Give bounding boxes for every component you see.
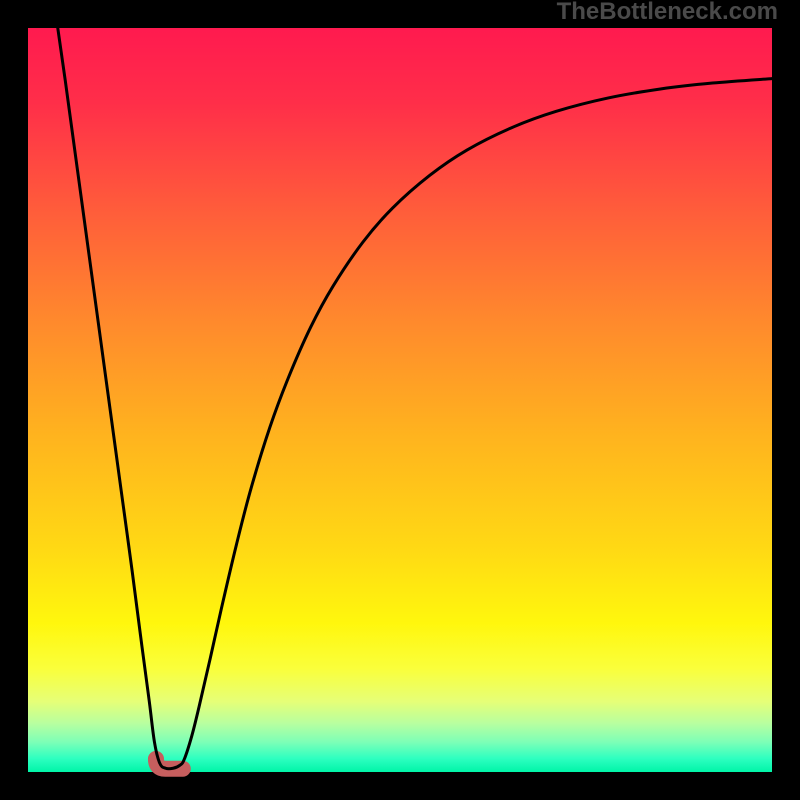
watermark-text: TheBottleneck.com: [557, 0, 778, 26]
chart-container: TheBottleneck.com: [0, 0, 800, 800]
plot-gradient-background: [28, 28, 772, 772]
chart-svg: [0, 0, 800, 800]
